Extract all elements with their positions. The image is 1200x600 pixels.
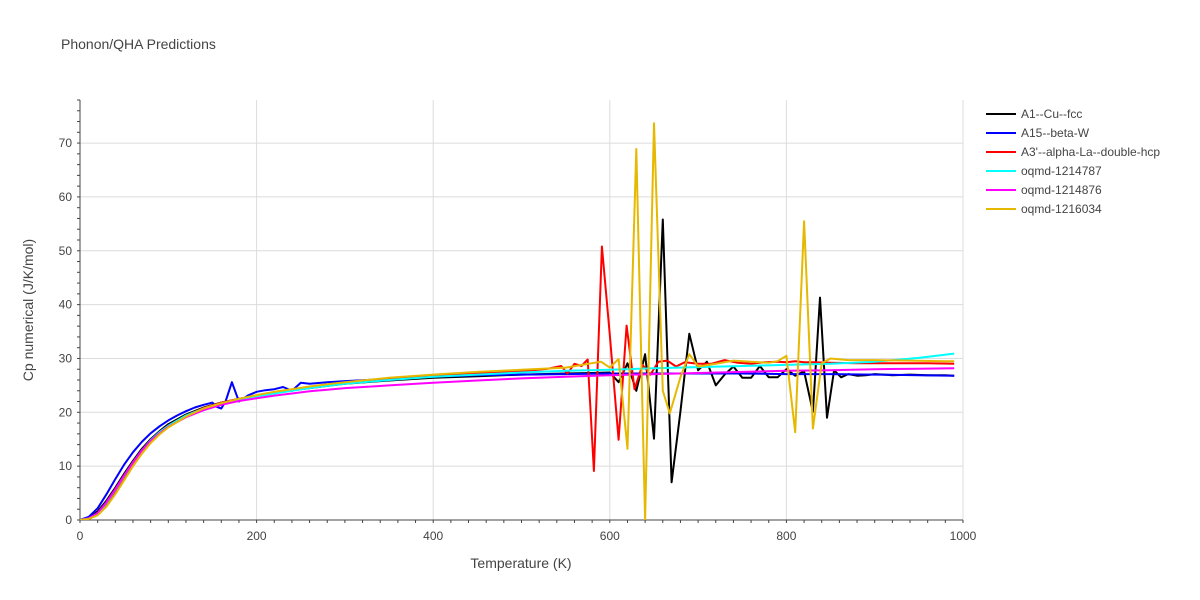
- y-tick-label: 10: [59, 459, 73, 473]
- legend-swatch: [986, 169, 1016, 172]
- y-tick-label: 40: [59, 298, 73, 312]
- legend-swatch: [986, 207, 1016, 210]
- legend-label: oqmd-1216034: [1021, 201, 1102, 216]
- legend-item[interactable]: oqmd-1216034: [986, 199, 1160, 218]
- legend-swatch: [986, 150, 1016, 153]
- x-tick-label: 1000: [950, 529, 977, 543]
- x-tick-label: 800: [776, 529, 796, 543]
- grid-lines: [80, 100, 964, 520]
- series-line: [80, 367, 955, 520]
- x-tick-label: 400: [423, 529, 443, 543]
- y-tick-label: 20: [59, 405, 73, 419]
- legend-label: A15--beta-W: [1021, 125, 1090, 140]
- legend-label: oqmd-1214876: [1021, 182, 1102, 197]
- y-tick-label: 50: [59, 244, 73, 258]
- legend-swatch: [986, 112, 1016, 115]
- legend-item[interactable]: oqmd-1214787: [986, 161, 1160, 180]
- x-tick-label: 0: [77, 529, 84, 543]
- legend-label: A1--Cu--fcc: [1021, 106, 1083, 121]
- x-tick-label: 200: [247, 529, 267, 543]
- chart-title: Phonon/QHA Predictions: [61, 36, 216, 52]
- legend-swatch: [986, 131, 1016, 134]
- series-line: [80, 218, 955, 520]
- series-line: [80, 372, 955, 520]
- legend: A1--Cu--fcc A15--beta-W A3'--alpha-La--dou…: [986, 104, 1160, 218]
- y-tick-label: 0: [65, 513, 72, 527]
- x-tick-label: 600: [600, 529, 620, 543]
- tick-labels: 0 200 400 600 800 1000 0 10 20 30 40 50 60 70: [59, 136, 977, 543]
- series-line: [80, 122, 955, 520]
- legend-item[interactable]: oqmd-1214876: [986, 180, 1160, 199]
- legend-swatch: [986, 188, 1016, 191]
- legend-item[interactable]: A15--beta-W: [986, 123, 1160, 142]
- legend-label: oqmd-1214787: [1021, 163, 1102, 178]
- series-line: [80, 245, 955, 520]
- x-axis-label: Temperature (K): [470, 555, 571, 571]
- y-tick-label: 30: [59, 351, 73, 365]
- y-tick-label: 70: [59, 136, 73, 150]
- axes: [77, 99, 964, 523]
- y-axis-label: Cp numerical (J/K/mol): [20, 239, 36, 381]
- y-tick-label: 60: [59, 190, 73, 204]
- plot-area: [80, 122, 955, 520]
- legend-item[interactable]: A1--Cu--fcc: [986, 104, 1160, 123]
- legend-label: A3'--alpha-La--double-hcp: [1021, 144, 1161, 159]
- legend-item[interactable]: A3'--alpha-La--double-hcp: [986, 142, 1160, 161]
